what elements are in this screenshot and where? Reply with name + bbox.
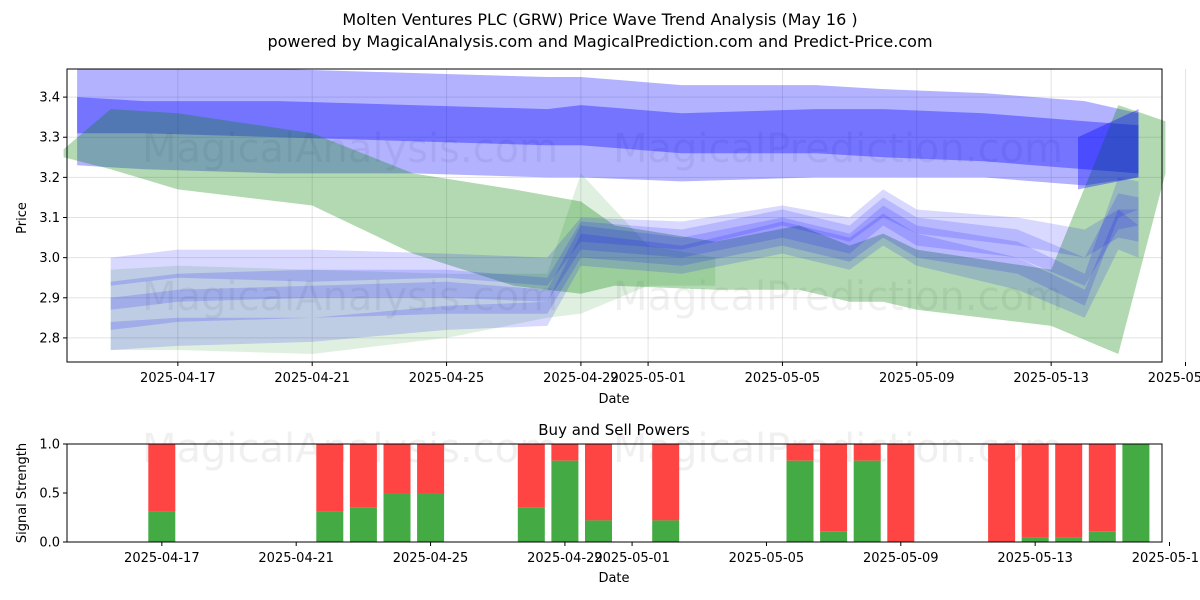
sell-bar: [1088, 444, 1116, 532]
buy-bar: [1055, 537, 1083, 542]
signal-x-tick-label: 2025-05-13: [997, 551, 1073, 566]
signal-y-tick-label: 0.5: [39, 487, 60, 502]
signal-x-tick-label: 2025-04-29: [527, 551, 603, 566]
price-x-tick-label: 2025-04-29: [543, 371, 619, 386]
buy-bar: [148, 511, 176, 542]
buy-bar: [820, 531, 848, 542]
price-x-tick-label: 2025-05-17: [1148, 371, 1200, 386]
signal-x-tick-label: 2025-05-17: [1132, 551, 1200, 566]
green-band-main: [63, 105, 1166, 354]
sell-bar: [1055, 444, 1083, 538]
lower-blue-band-3: [110, 177, 1139, 330]
signal-bars: [148, 444, 1150, 542]
price-x-ticks: 2025-04-17 2025-04-21 2025-04-25 2025-04-29…: [140, 362, 1200, 386]
buy-bar: [383, 493, 411, 542]
sell-bar: [551, 444, 579, 461]
signal-x-tick-label: 2025-05-09: [863, 551, 939, 566]
price-x-tick-label: 2025-04-25: [409, 371, 485, 386]
buy-bar: [1088, 531, 1116, 542]
chart-subtitle: powered by MagicalAnalysis.com and Magic…: [267, 32, 932, 51]
sell-bar: [988, 444, 1016, 542]
chart-title: Molten Ventures PLC (GRW) Price Wave Tre…: [342, 10, 857, 29]
sell-bar: [887, 444, 915, 542]
buy-bar: [1021, 537, 1049, 542]
price-y-tick-label: 3.1: [39, 211, 60, 226]
price-y-tick-label: 3.3: [39, 131, 60, 146]
price-x-tick-label: 2025-04-21: [274, 371, 350, 386]
signal-x-tick-label: 2025-05-05: [729, 551, 805, 566]
price-wave-chart: MagicalAnalysis.com MagicalPrediction.co…: [15, 68, 1200, 407]
lower-blue-band-2: [110, 193, 1139, 310]
watermark-analysis-mid: MagicalAnalysis.com: [142, 274, 558, 320]
lower-blue-band-4: [110, 209, 1139, 350]
buy-bar: [417, 493, 445, 542]
sell-bar: [148, 444, 176, 512]
price-grid: [67, 69, 1187, 362]
price-x-axis-label: Date: [598, 392, 629, 407]
signal-x-tick-label: 2025-04-25: [393, 551, 469, 566]
price-bands: [63, 69, 1166, 354]
buy-sell-title: Buy and Sell Powers: [538, 421, 690, 439]
signal-x-tick-label: 2025-05-01: [594, 551, 670, 566]
price-plot-background: [67, 69, 1162, 362]
signal-y-axis-label: Signal Strength: [15, 443, 30, 543]
watermark-prediction-top: MagicalPrediction.com: [613, 126, 1063, 172]
price-y-tick-label: 3.2: [39, 171, 60, 186]
price-y-tick-label: 2.9: [39, 291, 60, 306]
buy-bar: [585, 520, 612, 542]
buy-bar: [349, 507, 377, 542]
price-plot-frame: [66, 68, 1163, 363]
buy-bar: [517, 507, 545, 542]
upper-blue-band-outer: [77, 69, 1139, 186]
price-y-ticks: 2.8 2.9 3.0 3.1 3.2 3.3 3.4: [39, 91, 67, 346]
buy-bar: [652, 520, 680, 542]
signal-x-tick-label: 2025-04-17: [124, 551, 200, 566]
buy-bar: [316, 511, 344, 542]
price-x-tick-label: 2025-04-17: [140, 371, 216, 386]
green-band-lower: [110, 173, 716, 354]
sell-bar: [652, 444, 680, 521]
buy-bar: [786, 460, 814, 542]
signal-plot-background: [67, 444, 1162, 542]
price-x-tick-label: 2025-05-01: [610, 371, 686, 386]
price-y-tick-label: 3.4: [39, 91, 60, 106]
sell-bar: [349, 444, 377, 508]
sell-bar: [585, 444, 612, 521]
sell-bar: [786, 444, 814, 461]
buy-bar: [853, 460, 881, 542]
sell-bar: [417, 444, 445, 493]
sell-bar: [1021, 444, 1049, 538]
sell-bar: [853, 444, 881, 461]
sell-bar: [517, 444, 545, 508]
buy-sell-powers-chart: Buy and Sell Powers MagicalAnalysis.com …: [15, 421, 1200, 586]
right-blue-block: [1078, 109, 1139, 190]
price-y-axis-label: Price: [15, 202, 30, 234]
price-x-tick-label: 2025-05-13: [1013, 371, 1089, 386]
buy-bar: [551, 460, 579, 542]
signal-y-ticks: 0.0 0.5 1.0: [39, 438, 67, 551]
price-y-tick-label: 3.0: [39, 251, 60, 266]
signal-y-tick-label: 0.0: [39, 536, 60, 551]
sell-bar: [820, 444, 848, 532]
price-x-tick-label: 2025-05-09: [879, 371, 955, 386]
upper-blue-band-core: [77, 97, 1139, 174]
price-x-tick-label: 2025-05-05: [745, 371, 821, 386]
signal-y-tick-label: 1.0: [39, 438, 60, 453]
signal-x-axis-label: Date: [598, 571, 629, 586]
price-y-tick-label: 2.8: [39, 331, 60, 346]
buy-bar: [1122, 444, 1150, 542]
lower-blue-band-1: [110, 189, 1139, 286]
signal-x-ticks: 2025-04-17 2025-04-21 2025-04-25 2025-04-29…: [124, 542, 1200, 566]
signal-x-tick-label: 2025-04-21: [258, 551, 334, 566]
sell-bar: [383, 444, 411, 493]
watermark-analysis-top: MagicalAnalysis.com: [142, 126, 558, 172]
watermark-prediction-mid: MagicalPrediction.com: [613, 274, 1063, 320]
sell-bar: [316, 444, 344, 512]
